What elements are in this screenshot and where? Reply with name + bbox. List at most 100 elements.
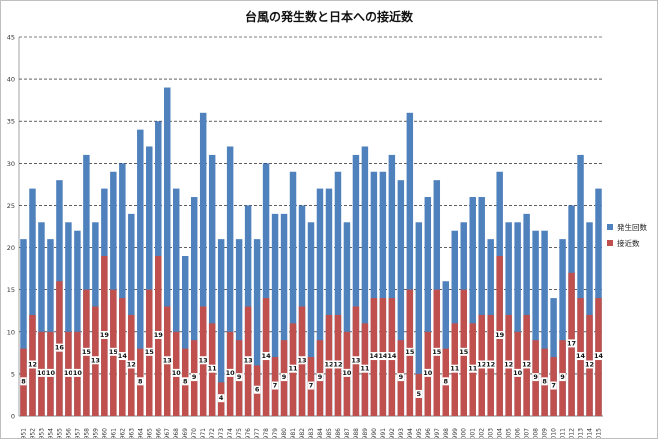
bar-occurrence-1978 [262, 163, 270, 416]
data-label-approach-1957: 10 [73, 369, 83, 377]
x-tick-label-1956: 1956 [65, 428, 72, 438]
bar-occurrence-1953 [38, 222, 45, 416]
data-label-approach-1956: 10 [64, 369, 74, 377]
bar-occurrence-1951 [20, 239, 27, 416]
data-label-approach-2015: 14 [594, 352, 604, 360]
x-tick-label-1963: 1963 [128, 428, 135, 438]
x-tick-label-1971: 1971 [200, 428, 207, 438]
data-label-bg-1986 [332, 360, 344, 369]
x-tick-label-1951: 1951 [20, 428, 27, 438]
data-label-approach-2014: 12 [585, 360, 594, 368]
data-label-bg-1987 [341, 368, 353, 377]
data-label-approach-1991: 14 [378, 352, 388, 360]
data-label-approach-1996: 10 [423, 369, 433, 377]
legend-swatch-occurrence [607, 224, 613, 230]
x-tick-label-1959: 1959 [92, 428, 99, 438]
bar-occurrence-1980 [280, 213, 288, 416]
bar-occurrence-2001 [469, 197, 476, 416]
bar-occurrence-1968 [172, 188, 180, 416]
x-tick-label-2003: 2003 [488, 428, 495, 438]
data-label-approach-1995: 5 [417, 390, 422, 398]
y-tick-label: 10 [7, 328, 15, 336]
x-tick-label-1969: 1969 [182, 428, 189, 438]
data-label-bg-1957 [72, 368, 83, 377]
legend-label-approach: 接近数 [617, 238, 640, 248]
x-tick-label-2001: 2001 [470, 428, 477, 438]
bar-occurrence-2002 [478, 197, 485, 416]
x-tick-label-1977: 1977 [254, 428, 261, 438]
x-tick-label-1991: 1991 [380, 428, 387, 438]
bar-occurrence-1977 [253, 239, 261, 416]
bar-occurrence-1973 [217, 239, 225, 416]
y-tick-label: 40 [7, 76, 15, 84]
data-label-approach-1977: 6 [255, 386, 260, 394]
y-tick-label: 35 [7, 118, 15, 126]
data-label-approach-1997: 15 [432, 348, 442, 356]
x-tick-label-2011: 2011 [560, 428, 567, 438]
bar-occurrence-1986 [334, 171, 342, 416]
data-label-approach-1986: 12 [333, 360, 342, 368]
data-label-bg-1968 [170, 368, 182, 377]
x-tick-label-2008: 2008 [533, 428, 540, 438]
x-tick-label-1954: 1954 [47, 428, 54, 438]
bar-occurrence-1990 [370, 171, 378, 416]
x-tick-label-1986: 1986 [335, 428, 342, 438]
data-label-bg-1954 [45, 368, 56, 377]
data-label-approach-1975: 9 [237, 373, 242, 381]
bar-occurrence-1989 [361, 146, 369, 416]
data-label-bg-1960 [98, 330, 110, 339]
data-label-bg-1952 [27, 360, 38, 369]
data-label-approach-1988: 13 [351, 356, 360, 364]
x-tick-label-1962: 1962 [119, 428, 126, 438]
bar-occurrence-1969 [181, 255, 189, 416]
bar-occurrence-1974 [226, 146, 234, 416]
x-tick-label-1992: 1992 [389, 428, 396, 438]
x-tick-label-1990: 1990 [371, 428, 378, 438]
data-label-bg-2007 [521, 360, 533, 369]
bar-occurrence-1992 [388, 154, 396, 416]
x-axis-ticks: 1951 1952 1953 1954 1955 1956 1957 1958 1959 1960… [20, 428, 602, 442]
data-label-approach-2001: 11 [468, 365, 478, 373]
data-label-bg-1988 [350, 356, 362, 365]
data-label-approach-1953: 10 [37, 369, 47, 377]
legend-item-occurrence: 発生回数 [607, 219, 647, 235]
bar-occurrence-1983 [307, 222, 315, 416]
bar-occurrence-1987 [343, 222, 351, 416]
x-tick-label-1957: 1957 [74, 428, 81, 438]
legend-swatch-approach [607, 240, 613, 246]
y-tick-label: 30 [7, 160, 15, 168]
x-tick-label-1998: 1998 [443, 428, 450, 438]
data-label-bg-2014 [584, 360, 595, 369]
data-label-approach-1976: 13 [244, 356, 253, 364]
data-label-approach-1962: 14 [118, 352, 128, 360]
data-label-bg-1992 [386, 352, 398, 361]
data-label-bg-1975 [235, 373, 243, 382]
bar-occurrence-1965 [146, 146, 153, 416]
bar-occurrence-2008 [532, 230, 539, 416]
x-tick-label-1979: 1979 [272, 428, 279, 438]
y-axis-ticks: 0 5 10 15 20 25 30 35 40 45 [7, 34, 15, 421]
data-label-bg-1956 [63, 368, 74, 377]
chart-title: 台風の発生数と日本への接近数 [245, 9, 414, 24]
data-label-approach-2012: 17 [567, 339, 576, 347]
bar-occurrence-1958 [83, 154, 90, 416]
bar-occurrence-1994 [406, 112, 414, 417]
data-label-approach-1961: 15 [109, 348, 119, 356]
x-tick-label-1999: 1999 [452, 428, 459, 438]
data-label-approach-1959: 13 [91, 356, 100, 364]
data-label-bg-1983 [307, 381, 315, 390]
data-label-approach-1994: 15 [405, 348, 415, 356]
data-label-bg-2003 [485, 360, 497, 369]
x-tick-label-1970: 1970 [191, 428, 198, 438]
bar-occurrence-1996 [424, 197, 432, 416]
data-label-approach-1992: 14 [387, 352, 397, 360]
x-tick-label-2012: 2012 [569, 428, 576, 438]
data-label-approach-1963: 12 [127, 360, 136, 368]
x-tick-label-2014: 2014 [587, 428, 594, 438]
data-label-approach-1983: 7 [309, 382, 314, 390]
x-tick-label-1994: 1994 [407, 428, 414, 438]
bars [20, 87, 602, 417]
x-tick-label-1973: 1973 [218, 428, 225, 438]
